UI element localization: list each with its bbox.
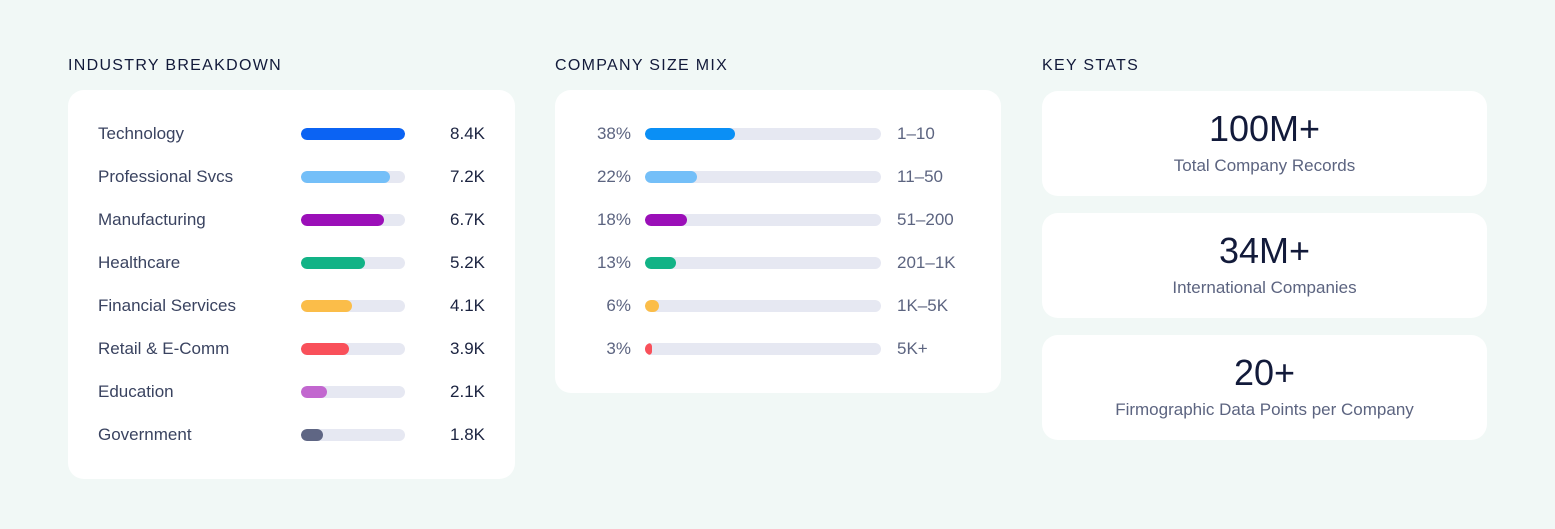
size-bar-fill (645, 300, 660, 312)
size-bar-track (645, 343, 881, 355)
size-range-label: 11–50 (897, 167, 944, 186)
industry-value: 6.7K (450, 210, 485, 229)
industry-value: 1.8K (450, 425, 485, 444)
size-bar-fill (645, 257, 676, 269)
industry-bar-track (301, 300, 405, 312)
industry-breakdown-card: Technology 8.4K Professional Svcs 7.2K M… (68, 90, 515, 479)
key-stats-title: KEY STATS (1042, 57, 1140, 74)
size-range-label: 1K–5K (897, 296, 949, 315)
stat-label: Total Company Records (1173, 156, 1356, 175)
size-range-label: 51–200 (897, 210, 954, 229)
industry-breakdown-title: INDUSTRY BREAKDOWN (68, 57, 282, 74)
industry-bar-track (301, 386, 405, 398)
size-range-label: 5K+ (897, 339, 928, 358)
size-bar-fill (645, 128, 735, 140)
size-row: 3% 5K+ (555, 337, 1001, 361)
size-percent: 6% (606, 296, 631, 315)
industry-label: Retail & E-Comm (98, 339, 230, 358)
size-row: 18% 51–200 (555, 208, 1001, 232)
industry-bar-fill (301, 214, 384, 226)
industry-label: Education (98, 382, 174, 401)
size-range-label: 201–1K (897, 253, 956, 272)
industry-bar-track (301, 257, 405, 269)
industry-value: 8.4K (450, 124, 485, 143)
industry-label: Professional Svcs (98, 167, 234, 186)
industry-bar-fill (301, 171, 391, 183)
company-size-mix-card: 38% 1–10 22% 11–50 18% 51–200 13% 201–1K… (555, 90, 1001, 393)
industry-row: Education 2.1K (98, 380, 498, 404)
size-bar-track (645, 257, 881, 269)
stat-card: 34M+ International Companies (1042, 213, 1487, 318)
size-row: 6% 1K–5K (555, 294, 1001, 318)
size-bar-track (645, 214, 881, 226)
size-bar-track (645, 300, 881, 312)
industry-bar-track (301, 128, 405, 140)
industry-row: Technology 8.4K (98, 122, 498, 146)
size-bar-track (645, 171, 881, 183)
stat-label: Firmographic Data Points per Company (1115, 400, 1414, 419)
industry-row: Healthcare 5.2K (98, 251, 498, 275)
size-bar-fill (645, 171, 697, 183)
industry-value: 2.1K (450, 382, 485, 401)
industry-label: Healthcare (98, 253, 181, 272)
size-percent: 38% (596, 124, 631, 143)
industry-row: Manufacturing 6.7K (98, 208, 498, 232)
size-bar-fill (645, 214, 688, 226)
industry-bar-fill (301, 128, 405, 140)
industry-bar-track (301, 429, 405, 441)
stat-card: 100M+ Total Company Records (1042, 91, 1487, 196)
stat-value: 100M+ (1208, 108, 1321, 149)
company-size-mix-title: COMPANY SIZE MIX (555, 57, 729, 74)
industry-label: Technology (98, 124, 185, 143)
industry-label: Manufacturing (98, 210, 206, 229)
industry-value: 7.2K (450, 167, 485, 186)
size-bar-fill (645, 343, 653, 355)
industry-bar-fill (301, 343, 350, 355)
industry-bar-fill (301, 386, 327, 398)
size-row: 22% 11–50 (555, 165, 1001, 189)
size-bar-track (645, 128, 881, 140)
industry-bar-track (301, 171, 405, 183)
industry-bar-track (301, 214, 405, 226)
stat-card: 20+ Firmographic Data Points per Company (1042, 335, 1487, 440)
industry-bar-fill (301, 300, 352, 312)
stat-label: International Companies (1172, 278, 1357, 297)
size-percent: 13% (596, 253, 631, 272)
industry-row: Government 1.8K (98, 423, 498, 447)
industry-value: 3.9K (450, 339, 485, 358)
industry-row: Financial Services 4.1K (98, 294, 498, 318)
industry-label: Financial Services (98, 296, 236, 315)
stat-value: 20+ (1233, 352, 1296, 393)
industry-bar-fill (301, 257, 366, 269)
size-row: 38% 1–10 (555, 122, 1001, 146)
stat-value: 34M+ (1218, 230, 1311, 271)
industry-value: 5.2K (450, 253, 485, 272)
industry-bar-track (301, 343, 405, 355)
industry-row: Professional Svcs 7.2K (98, 165, 498, 189)
size-row: 13% 201–1K (555, 251, 1001, 275)
size-range-label: 1–10 (897, 124, 935, 143)
industry-value: 4.1K (450, 296, 485, 315)
size-percent: 3% (606, 339, 631, 358)
industry-row: Retail & E-Comm 3.9K (98, 337, 498, 361)
industry-bar-fill (301, 429, 324, 441)
industry-label: Government (98, 425, 192, 444)
size-percent: 18% (596, 210, 631, 229)
size-percent: 22% (596, 167, 631, 186)
